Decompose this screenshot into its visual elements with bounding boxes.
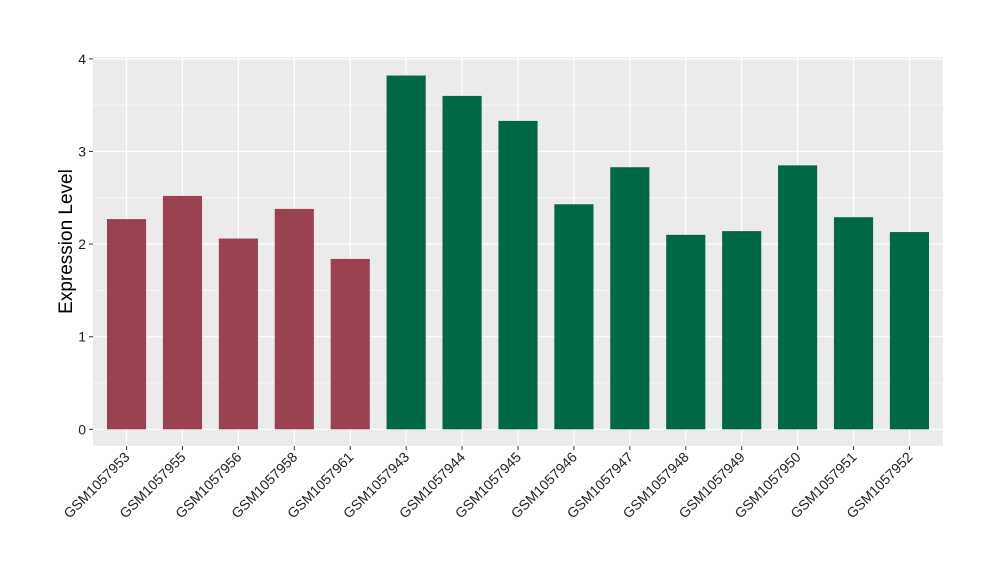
y-tick-label: 4 — [78, 51, 86, 67]
bars — [106, 75, 930, 430]
bar-GSM1057952 — [889, 232, 930, 430]
bar-GSM1057950 — [778, 165, 818, 430]
bar-GSM1057961 — [330, 258, 370, 430]
bar-GSM1057948 — [666, 234, 706, 430]
bar-GSM1057951 — [833, 217, 874, 430]
bar-GSM1057955 — [162, 195, 203, 430]
x-axis: GSM1057953GSM1057955GSM1057956GSM1057958… — [60, 446, 916, 521]
y-tick-label: 2 — [78, 236, 86, 252]
bar-GSM1057956 — [218, 238, 258, 430]
bar-GSM1057949 — [722, 231, 762, 430]
bar-GSM1057945 — [498, 120, 538, 430]
y-axis: 0 1 2 3 4 — [78, 51, 93, 437]
bar-GSM1057953 — [106, 219, 147, 430]
bar-GSM1057943 — [386, 75, 426, 430]
bar-GSM1057958 — [274, 208, 314, 430]
bar-GSM1057944 — [442, 95, 482, 430]
bar-GSM1057947 — [610, 167, 650, 430]
y-tick-label: 1 — [78, 329, 86, 345]
y-tick-label: 3 — [78, 143, 86, 159]
bar-GSM1057946 — [554, 204, 594, 430]
y-axis-title: Expression Level — [56, 169, 77, 314]
y-tick-label: 0 — [78, 421, 86, 437]
